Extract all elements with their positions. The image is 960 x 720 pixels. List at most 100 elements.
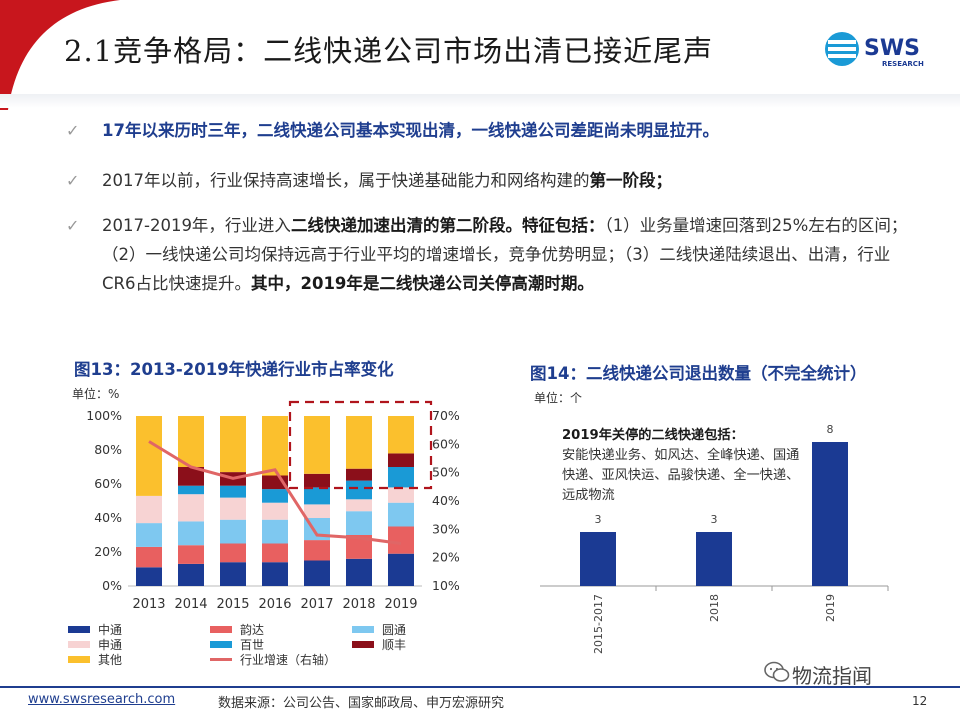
- footer-source: 数据来源：公司公告、国家邮政局、申万宏源研究: [218, 696, 505, 711]
- header-decoration: [0, 0, 120, 110]
- x-tick-label: 2019: [824, 594, 837, 622]
- bar-其他-2016: [262, 416, 288, 476]
- legend-item-百世: 百世: [210, 636, 264, 653]
- header-band: [0, 94, 960, 108]
- y-tick-label: 80%: [94, 442, 122, 457]
- bullet-3-run-3: （1）业务量增速回落到25%左右的区间；（2）一线快递公司均保持远高于行业平均的…: [102, 216, 908, 293]
- page-number: 12: [912, 694, 928, 708]
- bar-韵达-2017: [304, 540, 330, 561]
- bullet-1-run-1: 17年以来历时三年，二线快递公司基本实现出清，一线快递公司差距尚未明显拉开。: [102, 121, 719, 140]
- legend-item-顺丰: 顺丰: [352, 636, 406, 653]
- chart13-title: 图13：2013-2019年快递行业市占率变化: [74, 360, 394, 379]
- bar-韵达-2015: [220, 543, 246, 563]
- bar-其他-2015: [220, 416, 246, 473]
- x-tick-label: 2016: [258, 597, 291, 612]
- bullet-3-run-4: 其中，2019年是二线快递公司关停高潮时期。: [250, 274, 594, 293]
- bar-顺丰-2018: [346, 468, 372, 481]
- legend-label: 顺丰: [382, 638, 407, 652]
- legend-swatch: [210, 658, 232, 661]
- bar-圆通-2018: [346, 511, 372, 535]
- watermark: 物流指闻: [792, 664, 872, 688]
- y-tick-label: 100%: [86, 408, 122, 423]
- data-label: 3: [711, 513, 718, 526]
- bar-申通-2014: [178, 494, 204, 522]
- y-tick-label: 0%: [102, 578, 122, 593]
- legend-item-其他: 其他: [68, 651, 122, 668]
- highlight-box: [288, 400, 433, 490]
- legend-swatch: [68, 641, 90, 648]
- chart14-title: 图14：二线快递公司退出数量（不完全统计）: [530, 364, 867, 383]
- bar-中通-2018: [346, 558, 372, 586]
- bar-圆通-2019: [388, 502, 414, 527]
- bar-其他-2014: [178, 416, 204, 467]
- bar-中通-2015: [220, 562, 246, 586]
- bar-韵达-2019: [388, 526, 414, 554]
- bar-申通-2015: [220, 497, 246, 520]
- wechat-icon: [764, 661, 790, 682]
- legend-swatch: [210, 641, 232, 648]
- x-tick-label: 2017: [300, 597, 333, 612]
- legend-item-韵达: 韵达: [210, 621, 264, 638]
- x-tick-label: 2014: [174, 597, 207, 612]
- footer-website-link[interactable]: www.swsresearch.com: [28, 692, 176, 707]
- footer-divider: [0, 686, 960, 688]
- bar-申通-2013: [136, 495, 162, 524]
- sws-logo-icon: SWS RESEARCH: [825, 32, 924, 68]
- y2-tick-label: 20%: [432, 550, 460, 565]
- bar-韵达-2018: [346, 535, 372, 559]
- bar-顺丰-2019: [388, 453, 414, 467]
- y2-tick-label: 70%: [432, 408, 460, 423]
- legend-label: 百世: [240, 638, 265, 652]
- chart14: 3 2015-2017 3 2018 8 2019: [540, 423, 889, 654]
- check-icon: ✓: [66, 171, 80, 190]
- bullet-1-text: 17年以来历时三年，二线快递公司基本实现出清，一线快递公司差距尚未明显拉开。: [102, 116, 914, 145]
- bullet-3-run-2: 二线快递加速出清的第二阶段。特征包括：: [290, 216, 605, 235]
- chart13-unit: 单位：%: [72, 387, 120, 401]
- x-tick-label: 2013: [132, 597, 165, 612]
- legend-swatch: [210, 626, 232, 633]
- bar-中通-2017: [304, 560, 330, 586]
- bar-2015-2017: [580, 532, 616, 586]
- logo-subtext: RESEARCH: [882, 60, 924, 68]
- bullet-2: ✓ 2017年以前，行业保持高速增长，属于快递基础能力和网络构建的第一阶段；: [66, 166, 914, 195]
- legend-swatch: [68, 626, 90, 633]
- legend-item-行业增速（右轴）: 行业增速（右轴）: [210, 651, 336, 668]
- y2-tick-label: 40%: [432, 493, 460, 508]
- bar-中通-2013: [136, 567, 162, 586]
- bar-顺丰-2014: [178, 467, 204, 486]
- y-tick-label: 40%: [94, 510, 122, 525]
- bar-百世-2016: [262, 489, 288, 503]
- check-icon: ✓: [66, 216, 80, 235]
- bar-其他-2017: [304, 416, 330, 474]
- y2-tick-label: 10%: [432, 578, 460, 593]
- legend-label: 韵达: [240, 623, 265, 637]
- bar-中通-2014: [178, 563, 204, 586]
- bar-百世-2015: [220, 485, 246, 498]
- chart14-unit: 单位：个: [534, 391, 583, 405]
- legend-item-圆通: 圆通: [352, 621, 406, 638]
- legend-label: 圆通: [382, 623, 407, 637]
- y-tick-label: 60%: [94, 476, 122, 491]
- bar-圆通-2015: [220, 519, 246, 544]
- y2-tick-label: 30%: [432, 521, 460, 536]
- bullet-1: ✓ 17年以来历时三年，二线快递公司基本实现出清，一线快递公司差距尚未明显拉开。: [66, 116, 914, 145]
- legend-swatch: [352, 626, 374, 633]
- chart14-annotation: 2019年关停的二线快递包括： 安能快递业务、如风达、全峰快递、国通快递、亚风快…: [562, 426, 802, 506]
- bar-中通-2016: [262, 562, 288, 586]
- check-icon: ✓: [66, 121, 80, 140]
- sws-logo: SWS RESEARCH: [820, 24, 940, 74]
- bar-申通-2019: [388, 487, 414, 503]
- bar-2019: [812, 442, 848, 586]
- bar-百世-2014: [178, 485, 204, 495]
- chart13: 0% 20% 40% 60% 80% 100% 10% 20% 30% 40% 50% 60% 70% 2…: [86, 400, 460, 612]
- bar-其他-2019: [388, 416, 414, 454]
- bar-圆通-2014: [178, 521, 204, 546]
- legend-label: 申通: [98, 638, 123, 652]
- chart14-annotation-body: 安能快递业务、如风达、全峰快递、国通快递、亚风快运、品骏快递、全一快递、远成物流: [562, 448, 800, 503]
- legend-item-中通: 中通: [68, 621, 122, 638]
- bar-其他-2018: [346, 416, 372, 469]
- bullet-3: ✓ 2017-2019年，行业进入二线快递加速出清的第二阶段。特征包括：（1）业…: [66, 211, 914, 298]
- bar-圆通-2013: [136, 523, 162, 547]
- data-label: 3: [595, 513, 602, 526]
- x-tick-label: 2015: [216, 597, 249, 612]
